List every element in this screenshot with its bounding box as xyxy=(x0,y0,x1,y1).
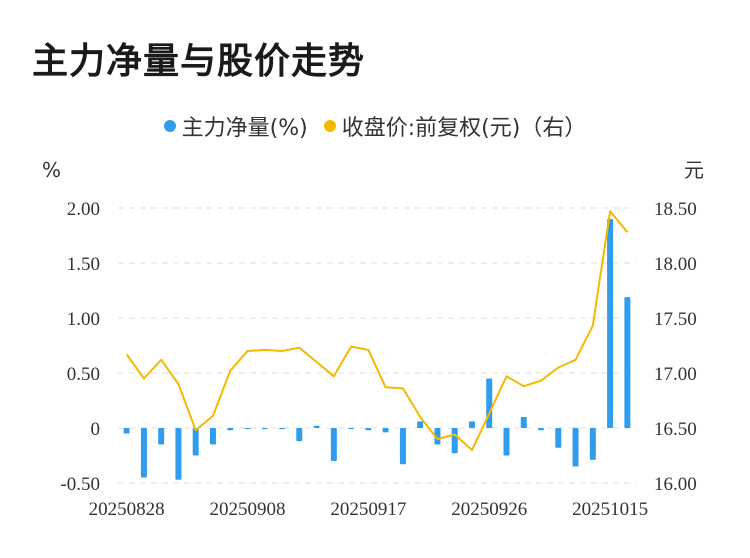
left-tick-label: 1.50 xyxy=(67,254,100,275)
legend-dot-bar xyxy=(163,120,176,132)
left-tick-label: 0.50 xyxy=(67,364,100,385)
bar xyxy=(296,428,303,442)
legend: 主力净量(%) 收盘价:前复权(元)（右） xyxy=(0,110,750,142)
bar xyxy=(279,428,286,430)
x-tick-label: 20250828 xyxy=(89,499,165,520)
x-tick-label: 20250908 xyxy=(210,499,286,520)
x-tick-label: 20251015 xyxy=(572,499,648,520)
legend-item-net-volume[interactable]: 主力净量(%) xyxy=(163,110,308,142)
legend-label-net-volume: 主力净量(%) xyxy=(181,116,308,141)
bar xyxy=(589,428,596,460)
bar xyxy=(572,428,579,467)
legend-item-close-price[interactable]: 收盘价:前复权(元)（右） xyxy=(323,110,587,142)
bar xyxy=(538,428,545,431)
bar xyxy=(399,428,406,465)
bar xyxy=(365,428,372,431)
bar xyxy=(503,428,510,456)
right-tick-label: 17.50 xyxy=(654,309,697,330)
right-tick-label: 17.00 xyxy=(654,364,697,385)
legend-dot-line xyxy=(323,120,336,132)
bar xyxy=(244,428,251,430)
left-axis-unit: % xyxy=(42,158,61,182)
bar xyxy=(227,428,234,431)
bar xyxy=(382,428,389,433)
left-tick-label: -0.50 xyxy=(60,474,100,495)
bar xyxy=(209,428,216,445)
bar xyxy=(261,428,268,430)
bar xyxy=(468,421,475,428)
x-tick-label: 20250917 xyxy=(330,499,406,520)
chart-title: 主力净量与股价走势 xyxy=(32,41,366,82)
bar xyxy=(555,428,562,448)
bar xyxy=(348,428,355,429)
bar xyxy=(486,378,493,428)
bar xyxy=(192,428,199,456)
right-axis-unit: 元 xyxy=(684,158,704,182)
bar xyxy=(158,428,165,445)
right-tick-label: 16.50 xyxy=(654,419,697,440)
bar xyxy=(330,428,337,461)
right-tick-label: 18.50 xyxy=(654,199,697,220)
bar xyxy=(123,428,130,434)
price-line xyxy=(125,210,629,451)
left-tick-label: 1.00 xyxy=(67,309,100,330)
bar xyxy=(607,219,614,428)
bar xyxy=(313,425,320,428)
bar xyxy=(140,428,147,478)
x-tick-label: 20250926 xyxy=(451,499,527,520)
bar xyxy=(434,428,441,445)
left-tick-label: 0 xyxy=(91,419,101,440)
bar xyxy=(520,417,527,428)
right-tick-label: 16.00 xyxy=(654,474,697,495)
right-tick-label: 18.00 xyxy=(654,254,697,275)
legend-label-close-price: 收盘价:前复权(元)（右） xyxy=(341,116,587,141)
bar xyxy=(451,428,458,454)
bar xyxy=(417,421,424,428)
bar xyxy=(175,428,182,480)
bar xyxy=(624,297,631,428)
left-tick-label: 2.00 xyxy=(67,199,100,220)
